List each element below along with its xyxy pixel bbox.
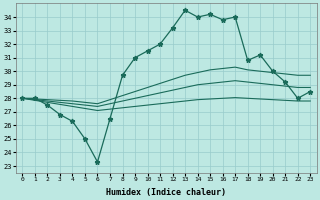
X-axis label: Humidex (Indice chaleur): Humidex (Indice chaleur) <box>106 188 226 197</box>
